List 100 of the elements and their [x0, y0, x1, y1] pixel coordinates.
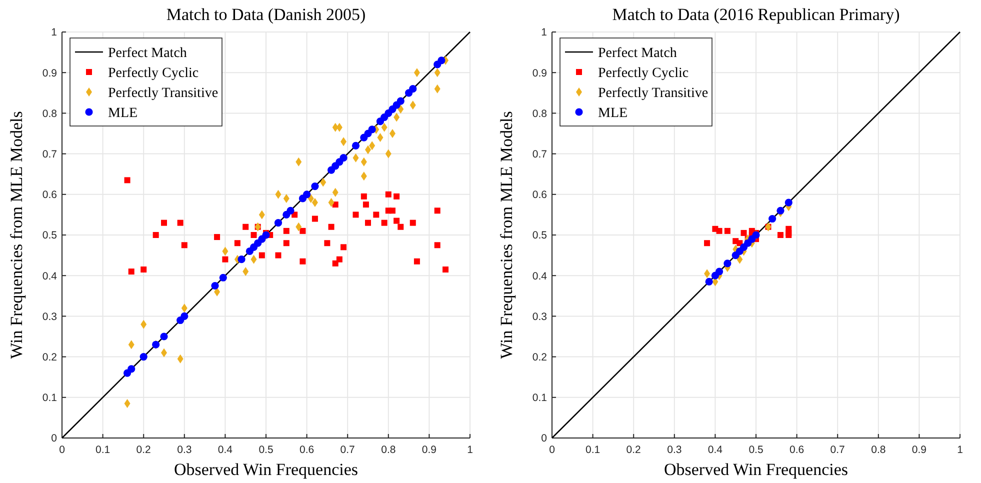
point	[340, 244, 347, 250]
legend-label: Perfectly Cyclic	[598, 66, 689, 81]
point	[140, 266, 147, 273]
point	[300, 258, 306, 264]
point	[303, 190, 311, 198]
point	[242, 224, 249, 230]
point	[414, 258, 420, 264]
point	[161, 220, 167, 226]
point	[324, 240, 330, 246]
x-tick-label: 0.6	[299, 444, 314, 456]
point	[786, 230, 792, 236]
point	[128, 268, 134, 275]
legend-label: Perfect Match	[108, 46, 187, 61]
point	[250, 232, 257, 238]
point	[776, 206, 784, 214]
x-tick-label: 0.7	[340, 444, 356, 456]
y-axis-title: Win Frequencies from MLE Models	[7, 111, 26, 359]
point	[283, 228, 290, 234]
point	[328, 224, 334, 230]
point	[258, 252, 265, 258]
point	[434, 242, 440, 248]
point	[286, 206, 294, 214]
legend-label: MLE	[108, 106, 138, 121]
point	[222, 256, 228, 262]
point	[365, 220, 371, 226]
y-tick-label: 1	[541, 26, 548, 39]
legend-label: Perfect Match	[598, 46, 677, 61]
point	[312, 216, 318, 222]
legend-label: Perfectly Transitive	[108, 86, 218, 101]
y-tick-label: 0.6	[42, 189, 58, 202]
x-axis-title: Observed Win Frequencies	[664, 460, 848, 479]
point	[389, 208, 396, 214]
point	[724, 260, 732, 268]
x-tick-label: 0.9	[422, 444, 437, 456]
x-tick-label: 0.9	[912, 444, 927, 456]
chart-title: Match to Data (Danish 2005)	[166, 5, 366, 24]
point	[360, 193, 367, 200]
y-axis-title: Win Frequencies from MLE Models	[497, 111, 516, 359]
y-tick-label: 0.2	[532, 351, 548, 364]
x-tick-label: 1	[957, 444, 964, 456]
point	[180, 312, 188, 320]
point	[128, 365, 136, 373]
point	[784, 198, 792, 206]
x-tick-label: 0.4	[218, 444, 233, 456]
point	[438, 56, 446, 64]
point	[394, 218, 400, 224]
x-tick-label: 0	[59, 444, 66, 456]
point	[715, 268, 724, 276]
point	[140, 353, 148, 361]
x-tick-label: 0	[549, 444, 556, 456]
y-tick-label: 0	[541, 432, 548, 445]
point	[211, 282, 219, 290]
y-tick-label: 0.6	[532, 189, 548, 202]
legend-label: Perfectly Cyclic	[108, 66, 199, 81]
point	[434, 208, 440, 214]
point	[160, 332, 168, 340]
y-tick-label: 0.8	[532, 108, 548, 120]
y-tick-label: 0.3	[532, 310, 548, 323]
legend-label: Perfectly Transitive	[598, 86, 708, 101]
y-tick-label: 0.1	[532, 392, 548, 404]
point	[124, 177, 130, 184]
point	[394, 193, 400, 200]
point	[385, 191, 392, 198]
x-tick-label: 0.5	[258, 444, 274, 456]
x-tick-label: 0.4	[708, 444, 723, 456]
point	[283, 240, 290, 246]
x-tick-label: 0.2	[136, 444, 152, 456]
point	[234, 240, 240, 246]
point	[410, 220, 416, 226]
chart-title: Match to Data (2016 Republican Primary)	[612, 5, 900, 24]
point	[336, 256, 342, 262]
y-tick-label: 0.8	[42, 108, 58, 120]
x-axis-title: Observed Win Frequencies	[174, 460, 358, 479]
x-tick-label: 0.8	[381, 444, 396, 456]
y-tick-label: 0	[51, 432, 58, 445]
point	[219, 274, 227, 282]
point	[409, 85, 417, 93]
x-tick-label: 0.1	[585, 444, 600, 456]
y-tick-label: 0.4	[42, 270, 58, 282]
y-tick-label: 0.1	[42, 392, 58, 404]
y-tick-label: 0.2	[42, 351, 58, 364]
point	[311, 182, 319, 190]
point	[373, 212, 380, 218]
point	[275, 252, 282, 258]
point	[177, 220, 184, 226]
point	[716, 228, 722, 234]
y-tick-label: 0.7	[532, 148, 548, 160]
y-tick-label: 0.9	[532, 67, 548, 80]
x-tick-label: 0.3	[177, 444, 192, 456]
x-tick-label: 0.5	[748, 444, 764, 456]
y-tick-label: 0.5	[532, 230, 548, 242]
point	[777, 232, 784, 238]
point	[398, 224, 404, 230]
point	[274, 219, 282, 227]
point	[724, 228, 730, 234]
point	[768, 214, 776, 223]
y-tick-label: 1	[51, 26, 58, 39]
y-tick-label: 0.4	[532, 270, 548, 282]
legend-label: MLE	[598, 106, 628, 121]
point	[352, 142, 360, 150]
